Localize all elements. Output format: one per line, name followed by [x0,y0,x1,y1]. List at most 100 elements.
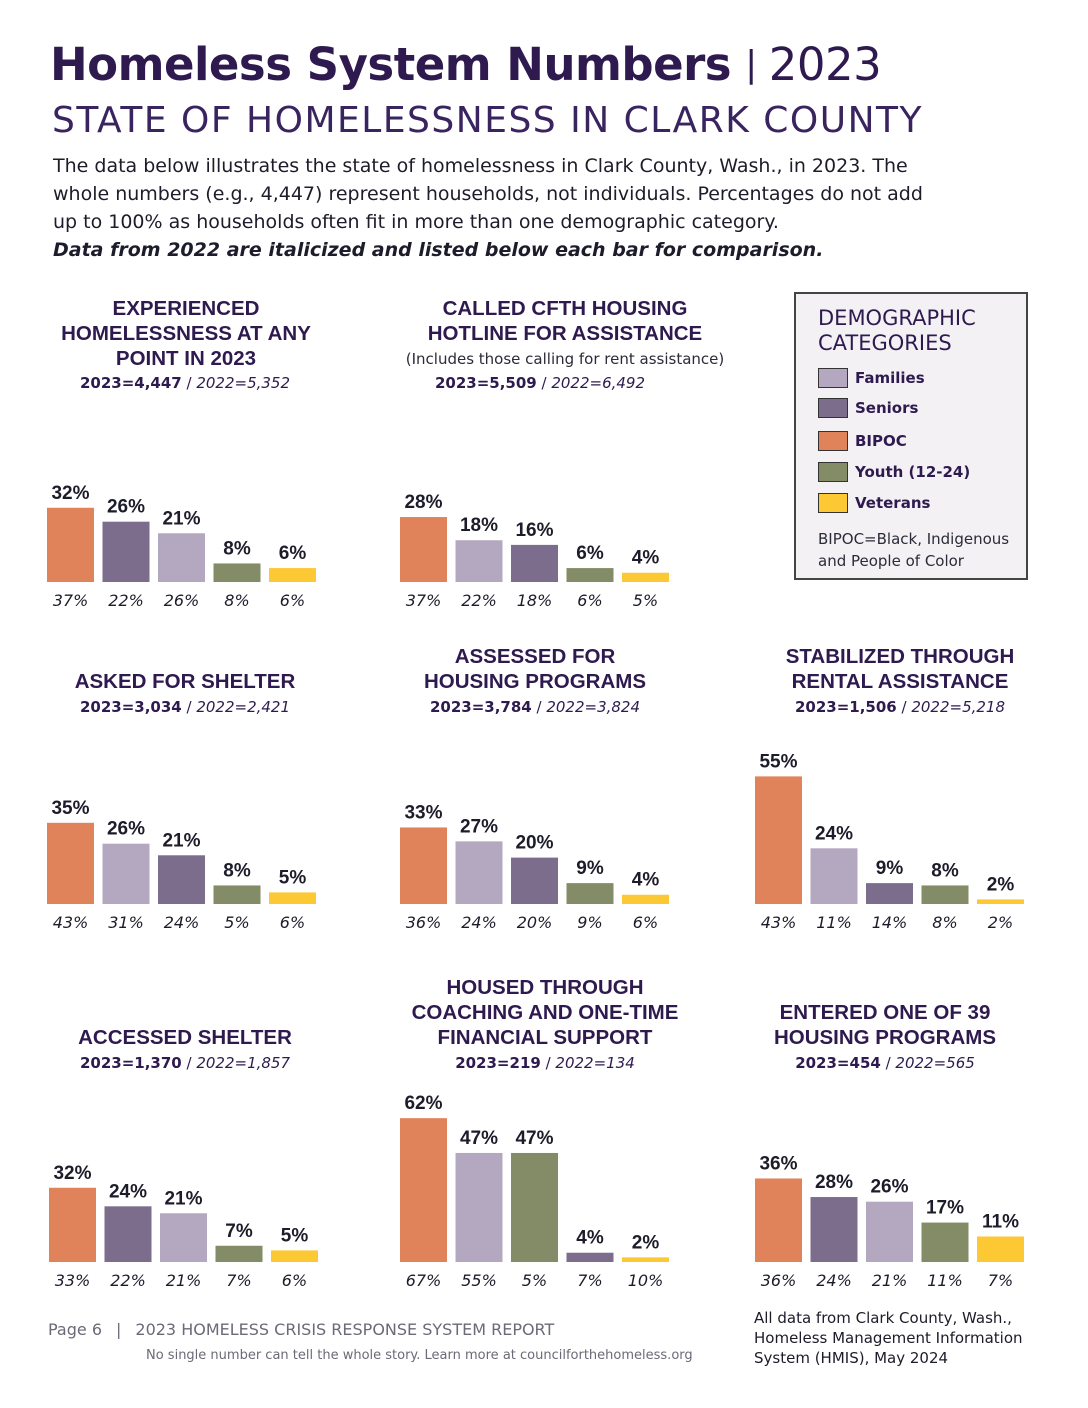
prior-label-families: 55% [461,1271,497,1290]
value-label-veterans: 2% [987,874,1015,895]
prior-label-youth-12-24: 6% [577,591,602,610]
prior-label-seniors: 14% [872,913,908,932]
prior-label-families: 31% [108,913,144,932]
bar-families [455,841,503,904]
bar-seniors [102,521,150,582]
footer-source: All data from Clark County, Wash., Homel… [754,1309,1023,1367]
panel-totals-housed-coaching: 2023=219 / 2022=134 [455,1054,635,1072]
value-label-youth-12-24: 17% [926,1198,964,1219]
panel-title-stabilized: STABILIZED THROUGH RENTAL ASSISTANCE [785,645,1015,693]
panel-totals-accessed-shelter: 2023=1,370 / 2022=1,857 [79,1054,291,1072]
bar-bipoc [400,1118,447,1262]
value-label-families: 47% [460,1128,498,1149]
bar-youth-12-24 [566,568,614,582]
legend-swatch-bipoc [818,431,848,451]
bar-chart-hotline: 28% 37% 18% 22% 16% 18% 6% 6% 4% 5% [400,492,669,610]
value-label-veterans: 6% [279,543,307,564]
value-label-youth-12-24: 8% [223,538,251,559]
bar-seniors [566,1252,614,1262]
prior-label-youth-12-24: 5% [522,1271,547,1290]
legend-swatch-veterans [818,493,848,513]
bar-youth-12-24 [921,885,969,904]
bar-seniors [810,1197,858,1262]
bar-families [455,540,503,582]
prior-label-families: 24% [461,913,497,932]
legend-label-youth: Youth (12-24) [855,463,971,481]
total-2022: 2022=2,421 [196,698,291,716]
total-2022: 2022=3,824 [546,698,641,716]
total-2023: 2023=4,447 [79,374,182,392]
value-label-youth-12-24: 8% [223,860,251,881]
panel-title-entered-programs: ENTERED ONE OF 39 HOUSING PROGRAMS [773,1001,997,1049]
value-label-bipoc: 55% [759,751,797,772]
bar-bipoc [755,1178,802,1262]
total-2023: 2023=3,034 [79,698,182,716]
value-label-bipoc: 32% [51,483,89,504]
panel-title-assessed: ASSESSED FOR HOUSING PROGRAMS [423,645,647,693]
value-label-youth-12-24: 9% [576,858,604,879]
total-2022: 2022=5,352 [196,374,291,392]
bar-chart-experienced-homelessness: 32% 37% 26% 22% 21% 26% 8% 8% 6% 6% [47,483,316,610]
bar-seniors [104,1206,152,1262]
prior-label-seniors: 20% [517,913,553,932]
bar-youth-12-24 [566,883,614,904]
prior-label-families: 21% [872,1271,908,1290]
value-label-bipoc: 32% [53,1163,91,1184]
value-label-youth-12-24: 7% [225,1221,253,1242]
value-label-families: 26% [107,819,145,840]
prior-label-veterans: 6% [282,1271,307,1290]
legend-label-families: Families [855,369,925,387]
bar-chart-stabilized: 55% 43% 24% 11% 9% 14% 8% 8% 2% 2% [755,751,1024,932]
bar-bipoc [47,507,94,582]
prior-label-bipoc: 43% [761,913,797,932]
prior-label-families: 22% [461,591,497,610]
total-2023: 2023=454 [795,1054,881,1072]
value-label-seniors: 28% [815,1172,853,1193]
intro-note: Data from 2022 are italicized and listed… [53,239,824,261]
bar-chart-housed-coaching: 62% 67% 47% 55% 47% 5% 4% 7% 2% 10% [400,1093,669,1290]
bar-bipoc [755,776,802,904]
value-label-families: 24% [815,823,853,844]
panel-totals-hotline: 2023=5,509 / 2022=6,492 [434,374,646,392]
bar-veterans [622,1257,669,1262]
value-label-veterans: 5% [279,867,307,888]
value-label-seniors: 20% [515,833,553,854]
report-name: 2023 HOMELESS CRISIS RESPONSE SYSTEM REP… [135,1320,555,1339]
prior-label-bipoc: 37% [406,591,442,610]
total-2022: 2022=6,492 [551,374,646,392]
bar-veterans [622,894,669,904]
legend-swatch-youth [818,462,848,482]
bar-bipoc [47,822,94,904]
prior-label-bipoc: 43% [53,913,89,932]
value-label-veterans: 4% [632,548,660,569]
value-label-veterans: 11% [982,1211,1019,1232]
prior-label-families: 11% [816,913,852,932]
legend-swatch-families [818,368,848,388]
page-title: Homeless System Numbers | 2023 [50,38,882,91]
prior-label-veterans: 6% [633,913,658,932]
value-label-youth-12-24: 47% [515,1128,553,1149]
value-label-bipoc: 36% [759,1153,797,1174]
value-label-bipoc: 35% [51,798,89,819]
value-label-youth-12-24: 6% [576,543,604,564]
page-title-text: Homeless System Numbers [50,38,732,91]
panel-totals-stabilized: 2023=1,506 / 2022=5,218 [794,698,1006,716]
legend-label-veterans: Veterans [855,494,931,512]
bar-chart-accessed-shelter: 32% 33% 24% 22% 21% 21% 7% 7% 5% 6% [49,1163,318,1290]
bar-seniors [158,855,205,904]
bar-families [810,848,858,904]
bar-veterans [977,1236,1024,1262]
prior-label-bipoc: 36% [761,1271,797,1290]
prior-label-youth-12-24: 7% [226,1271,251,1290]
legend-title: DEMOGRAPHIC CATEGORIES [818,306,976,355]
bar-bipoc [400,517,447,582]
value-label-seniors: 21% [162,830,200,851]
value-label-families: 21% [162,508,200,529]
bar-youth-12-24 [921,1222,969,1262]
value-label-veterans: 4% [632,870,660,891]
panel-totals-entered-programs: 2023=454 / 2022=565 [795,1054,975,1072]
bar-chart-asked-shelter: 35% 43% 26% 31% 21% 24% 8% 5% 5% 6% [47,798,316,932]
page-subtitle: STATE OF HOMELESSNESS IN CLARK COUNTY [52,100,924,141]
footer-tagline: No single number can tell the whole stor… [146,1348,693,1363]
bar-youth-12-24 [213,563,261,582]
